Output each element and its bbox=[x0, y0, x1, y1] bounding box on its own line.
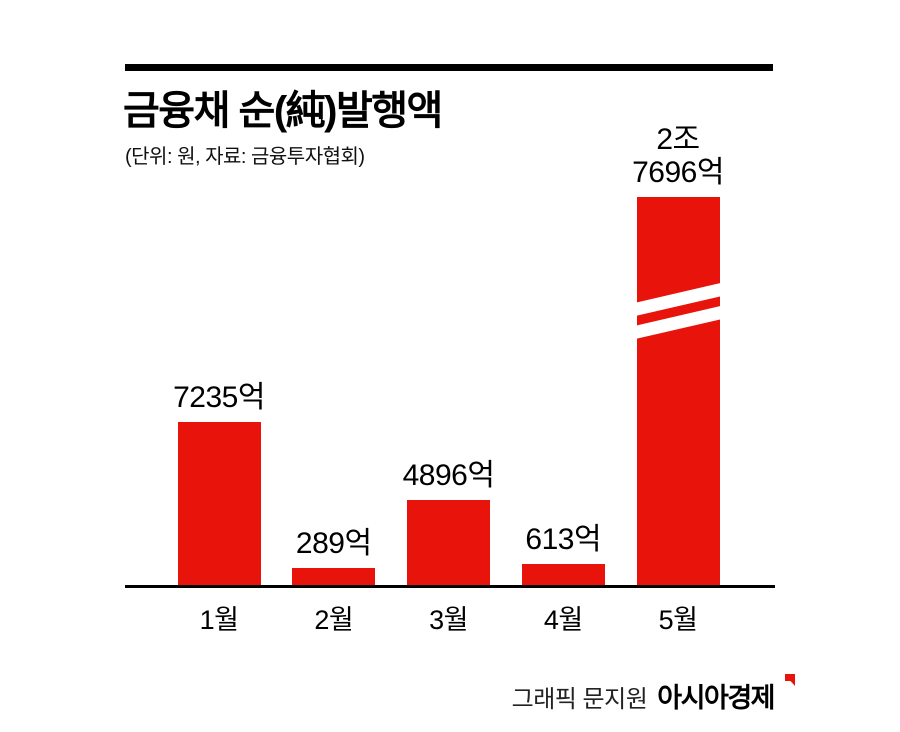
title-rule bbox=[125, 64, 773, 71]
category-label-5월: 5월 bbox=[658, 605, 698, 635]
credit-line: 그래픽 문지원 아시아경제 bbox=[511, 674, 796, 715]
bar-5월 bbox=[636, 197, 720, 585]
asiae-logo-icon bbox=[784, 666, 796, 694]
chart-subtitle: (단위: 원, 자료: 금융투자협회) bbox=[125, 146, 365, 168]
bar-2월 bbox=[292, 568, 376, 585]
value-label-4월: 613억 bbox=[525, 523, 602, 556]
value-label-1월: 7235억 bbox=[173, 381, 265, 414]
category-label-2월: 2월 bbox=[314, 605, 354, 635]
value-label-5월: 2조 7696억 bbox=[632, 123, 724, 189]
category-label-3월: 3월 bbox=[429, 605, 468, 635]
bar-4월 bbox=[521, 564, 605, 585]
chart-title: 금융채 순(純)발행액 bbox=[123, 89, 443, 133]
x-axis-line bbox=[125, 585, 775, 588]
bar-3월 bbox=[407, 500, 490, 585]
bar-1월 bbox=[177, 422, 261, 585]
brand-logo-text: 아시아경제 bbox=[657, 683, 775, 713]
credit-text: 그래픽 문지원 bbox=[511, 686, 648, 713]
value-label-3월: 4896억 bbox=[402, 459, 495, 492]
category-label-4월: 4월 bbox=[543, 605, 583, 635]
value-label-2월: 289억 bbox=[295, 527, 372, 560]
category-label-1월: 1월 bbox=[199, 605, 239, 635]
